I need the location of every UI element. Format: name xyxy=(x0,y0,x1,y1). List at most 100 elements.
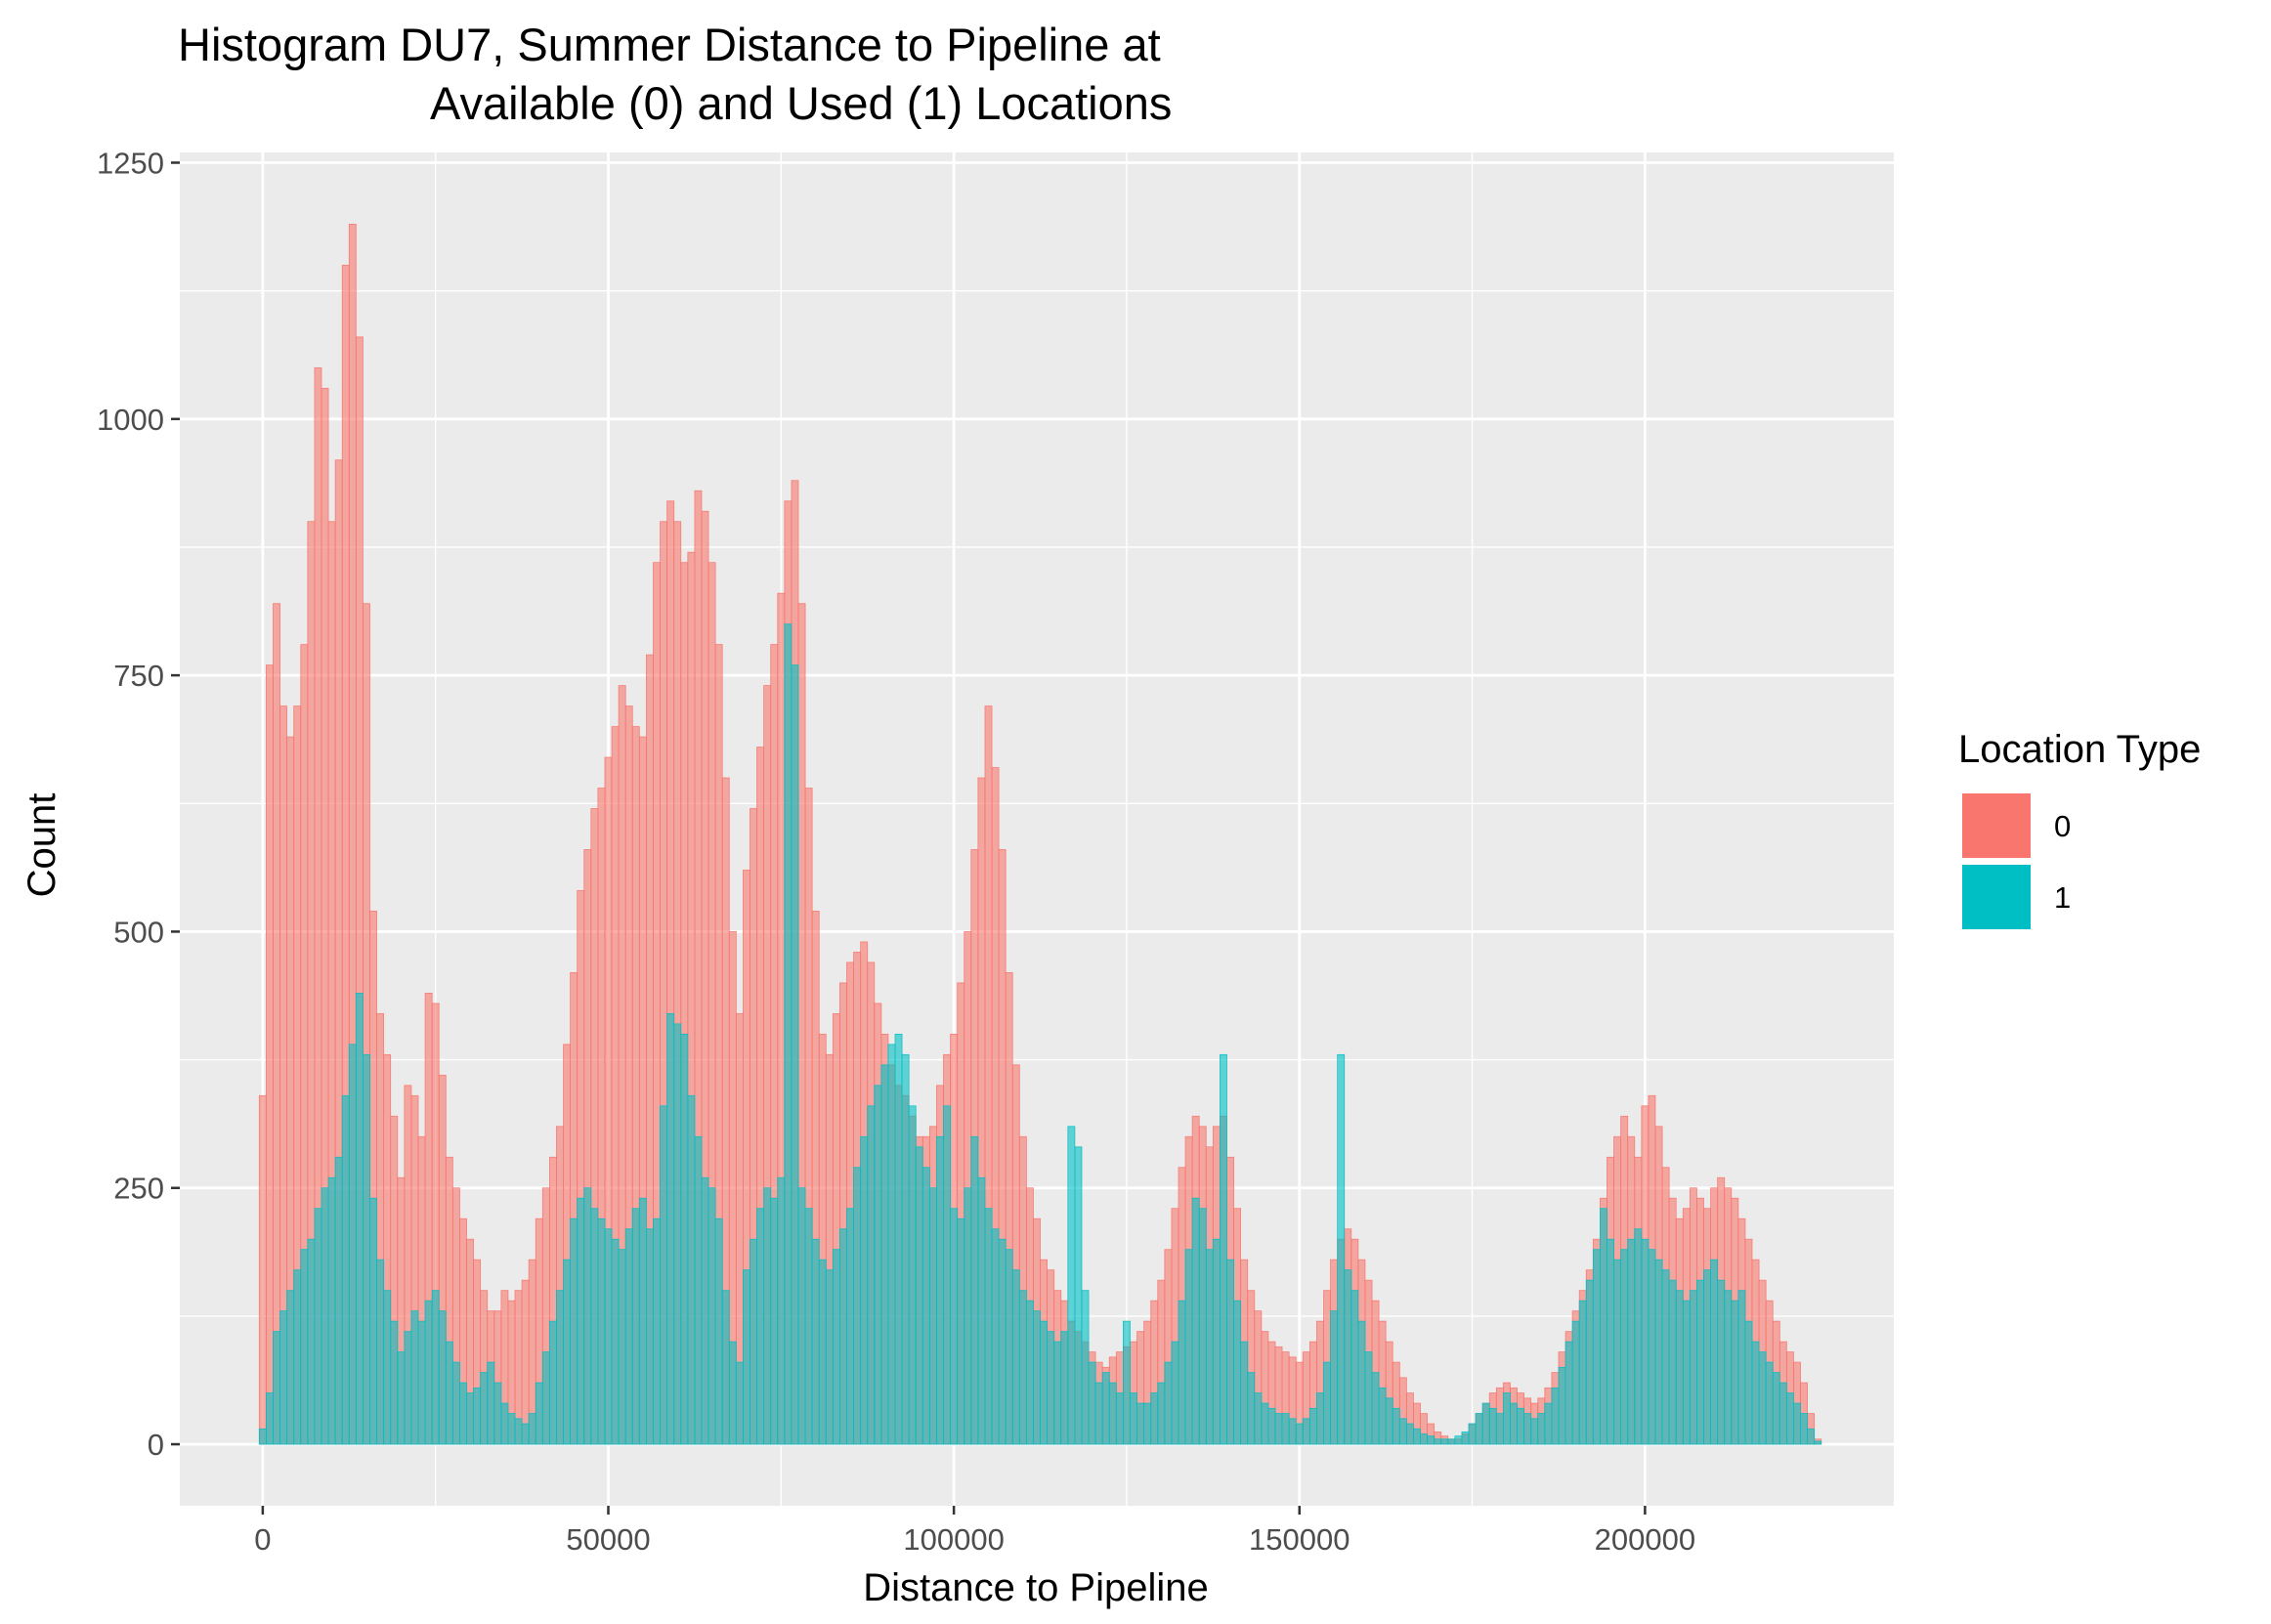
histogram-bar xyxy=(487,1361,495,1445)
histogram-bar xyxy=(1143,1402,1152,1445)
histogram-bar xyxy=(1600,1208,1607,1445)
histogram-bar xyxy=(410,1310,419,1445)
histogram-bar xyxy=(1398,1418,1407,1445)
histogram-bar xyxy=(266,664,274,1445)
histogram-bar xyxy=(1481,1402,1490,1445)
histogram-bar xyxy=(1005,1249,1013,1445)
histogram-bar xyxy=(445,1341,453,1445)
histogram-bar xyxy=(936,1135,944,1445)
histogram-bar xyxy=(1405,1423,1414,1445)
histogram-bar xyxy=(887,1044,896,1445)
histogram-bar xyxy=(804,1208,813,1445)
histogram-bar xyxy=(646,1228,654,1445)
histogram-bar xyxy=(493,1382,502,1445)
histogram-bar xyxy=(1648,1249,1656,1445)
histogram-bar xyxy=(1212,1238,1221,1445)
histogram-bar xyxy=(334,1156,343,1445)
histogram-bar xyxy=(258,1428,267,1445)
histogram-bar xyxy=(797,1187,806,1445)
histogram-bar xyxy=(638,1197,647,1445)
histogram-bar xyxy=(314,1208,322,1445)
y-tick-label: 500 xyxy=(113,915,164,949)
histogram-bar xyxy=(1413,1428,1421,1445)
histogram-bar xyxy=(556,1290,564,1445)
histogram-bar xyxy=(1130,1392,1137,1445)
histogram-bar xyxy=(915,1146,923,1445)
histogram-bar xyxy=(784,623,793,1445)
histogram-bar xyxy=(355,992,364,1445)
histogram-bar xyxy=(1661,1269,1670,1445)
histogram-bar xyxy=(908,1105,917,1445)
histogram-bar xyxy=(950,1208,959,1445)
histogram-bar xyxy=(348,1044,357,1445)
histogram-bar xyxy=(777,1176,786,1445)
histogram-bar xyxy=(1758,1351,1767,1445)
histogram-bar xyxy=(1330,1310,1339,1445)
histogram-bar xyxy=(293,1269,302,1445)
histogram-bar xyxy=(624,1228,633,1445)
y-tick-label: 750 xyxy=(113,659,164,693)
histogram-bar xyxy=(701,1176,709,1445)
x-tick-label: 50000 xyxy=(566,1522,650,1557)
histogram-bar xyxy=(258,1094,267,1445)
histogram-bar xyxy=(1447,1438,1456,1445)
histogram-bar xyxy=(363,1053,370,1445)
histogram-bar xyxy=(1564,1341,1573,1445)
histogram-bar xyxy=(1737,1290,1746,1445)
histogram-bar xyxy=(984,1208,993,1445)
histogram-bar xyxy=(1592,1249,1601,1445)
histogram-bar xyxy=(735,1361,744,1445)
histogram-bar xyxy=(1488,1407,1497,1445)
histogram-bar xyxy=(1785,1392,1794,1445)
histogram-bar xyxy=(1240,1341,1249,1445)
histogram-bar xyxy=(1261,1402,1269,1445)
histogram-bar xyxy=(1157,1382,1166,1445)
histogram-bar xyxy=(860,1135,869,1445)
histogram-bar xyxy=(707,1187,716,1445)
histogram-bar xyxy=(880,1064,889,1445)
legend: Location Type 0 1 xyxy=(1958,728,2201,929)
histogram-bar xyxy=(1316,1392,1324,1445)
histogram-bar xyxy=(1461,1432,1470,1445)
histogram-bar xyxy=(597,1218,606,1445)
histogram-bar xyxy=(618,1249,626,1445)
chart-title-line-1: Histogram DU7, Summer Distance to Pipeli… xyxy=(178,19,1161,70)
histogram-bar xyxy=(1751,1341,1760,1445)
histogram-bar xyxy=(1344,1269,1352,1445)
histogram-bar xyxy=(825,1269,834,1445)
histogram-bar xyxy=(977,1176,986,1445)
histogram-bar xyxy=(1281,1413,1290,1445)
histogram-bar xyxy=(957,1218,965,1445)
histogram-bar xyxy=(874,1085,882,1445)
histogram-bar xyxy=(327,1176,336,1445)
histogram-bar xyxy=(750,1238,757,1445)
histogram-bar xyxy=(928,1187,937,1445)
histogram-bar xyxy=(853,1167,862,1445)
x-axis: 0 50000 100000 150000 200000 xyxy=(254,1506,1695,1557)
histogram-bar xyxy=(1517,1407,1525,1445)
histogram-bar xyxy=(1503,1392,1511,1445)
histogram-bar xyxy=(1793,1402,1801,1445)
histogram-bar xyxy=(341,1094,350,1445)
histogram-bar xyxy=(1724,1290,1733,1445)
y-axis-title: Count xyxy=(21,793,64,898)
histogram-bar xyxy=(867,1105,876,1445)
histogram-bar xyxy=(1510,1402,1518,1445)
histogram-bar xyxy=(666,1012,675,1445)
histogram-bar xyxy=(273,1331,280,1445)
histogram-bar xyxy=(1571,1320,1580,1445)
histogram-bar xyxy=(631,1208,640,1445)
histogram-bar xyxy=(660,1105,668,1445)
histogram-bar xyxy=(1088,1361,1096,1445)
histogram-bar xyxy=(1101,1372,1110,1445)
histogram-bar xyxy=(1607,1238,1614,1445)
histogram-bar xyxy=(1198,1208,1207,1445)
histogram-bar xyxy=(1427,1435,1435,1445)
histogram-bar xyxy=(466,1392,474,1445)
x-axis-title: Distance to Pipeline xyxy=(863,1566,1209,1609)
histogram-bar xyxy=(1308,1407,1317,1445)
histogram-bar xyxy=(1060,1331,1069,1445)
histogram-bar xyxy=(1337,1053,1346,1445)
histogram-bar xyxy=(1178,1300,1186,1445)
